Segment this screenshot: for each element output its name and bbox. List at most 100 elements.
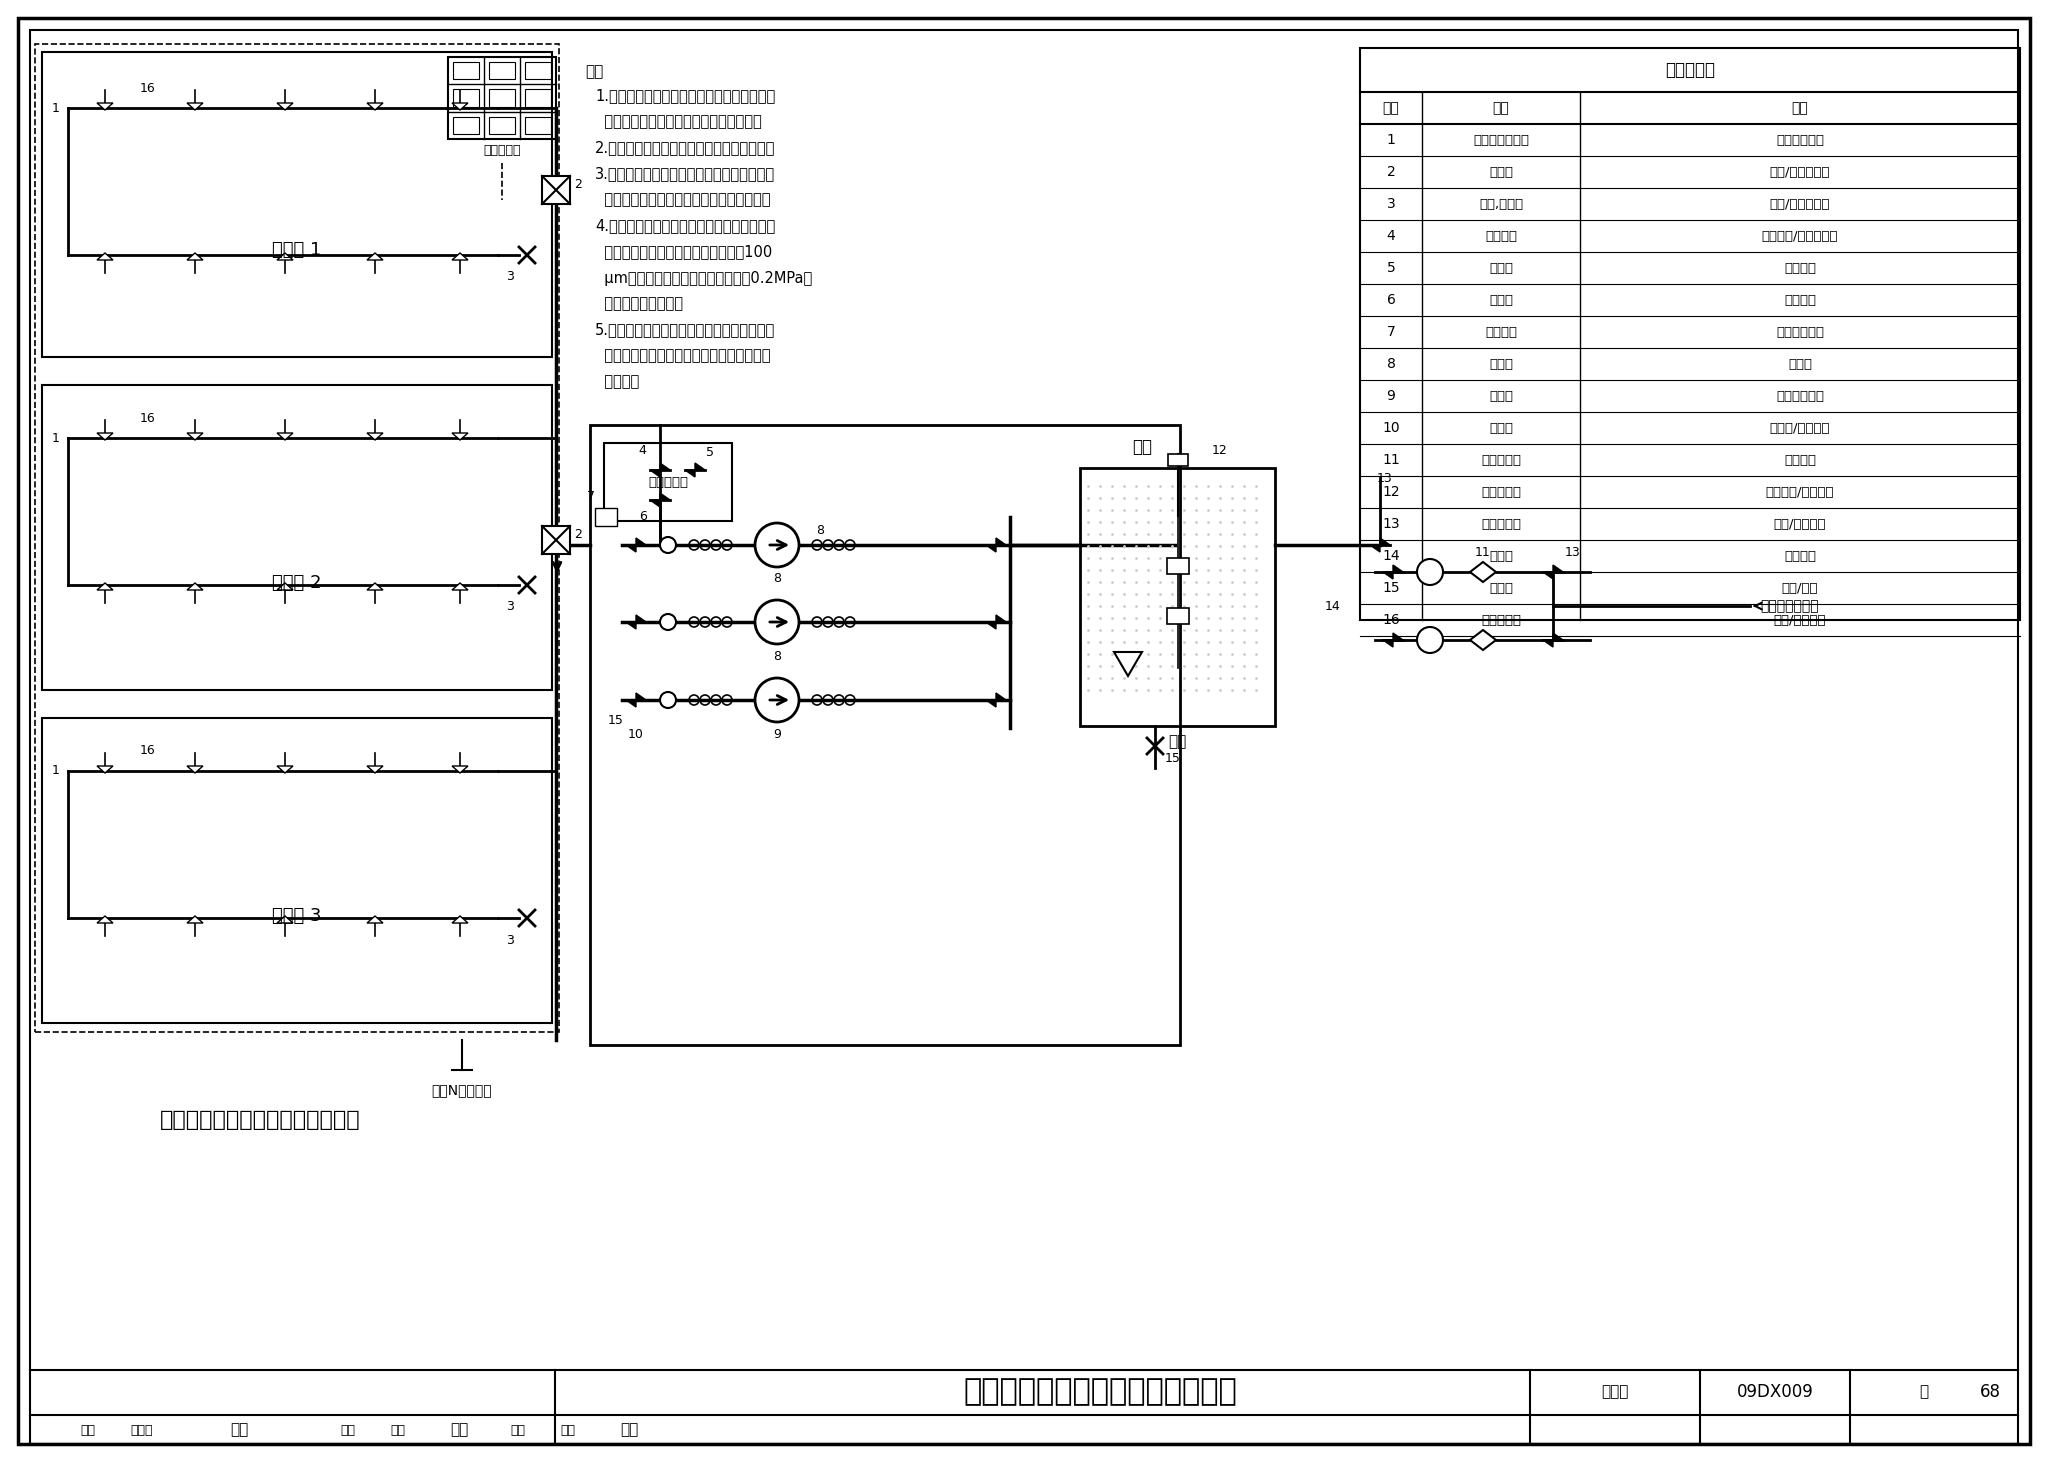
Polygon shape	[453, 583, 469, 591]
Text: 8: 8	[772, 573, 780, 585]
Text: 测试泵组: 测试泵组	[1784, 262, 1817, 275]
Text: 稳压泵: 稳压泵	[1489, 389, 1513, 402]
Polygon shape	[453, 102, 469, 110]
Text: 5: 5	[1386, 262, 1395, 275]
Bar	[543, 175, 569, 205]
Bar	[524, 89, 551, 107]
Text: 精密过滤器: 精密过滤器	[1481, 453, 1522, 466]
Text: 8: 8	[1386, 357, 1395, 371]
Text: 名称: 名称	[1493, 101, 1509, 115]
Polygon shape	[684, 469, 694, 477]
Text: 图集号: 图集号	[1602, 1385, 1628, 1399]
Text: 2.架空地板内如需保护，宜采用专用的喷头。: 2.架空地板内如需保护，宜采用专用的喷头。	[596, 140, 776, 155]
Text: 2: 2	[573, 528, 582, 541]
Text: 1: 1	[51, 765, 59, 778]
Text: 如探测器为同一类型，其布置数量应加倍。: 如探测器为同一类型，其布置数量应加倍。	[596, 193, 770, 208]
Bar	[596, 507, 616, 526]
Text: 感温自动启动: 感温自动启动	[1776, 133, 1825, 146]
Circle shape	[1417, 627, 1444, 654]
Bar	[1079, 468, 1276, 727]
Polygon shape	[453, 433, 469, 440]
Text: 7: 7	[1386, 325, 1395, 339]
Text: 止回阀: 止回阀	[1489, 421, 1513, 434]
Polygon shape	[985, 621, 995, 629]
Text: 预作用高压细水雾灭火系统原理图: 预作用高压细水雾灭火系统原理图	[963, 1377, 1237, 1406]
Circle shape	[659, 692, 676, 708]
Text: 14: 14	[1382, 550, 1401, 563]
Text: 应由厂商配套。过滤器精度不应小于100: 应由厂商配套。过滤器精度不应小于100	[596, 244, 772, 259]
Circle shape	[659, 537, 676, 553]
Text: 总控制阀: 总控制阀	[1485, 230, 1518, 243]
Text: 12: 12	[1382, 485, 1401, 499]
Text: 3: 3	[506, 270, 514, 284]
Circle shape	[1417, 558, 1444, 585]
Polygon shape	[637, 616, 645, 621]
Bar	[453, 89, 479, 107]
Text: 8: 8	[772, 649, 780, 662]
Text: 否则应增设加压泵。: 否则应增设加压泵。	[596, 297, 682, 311]
Text: 16: 16	[1382, 613, 1401, 627]
Bar	[489, 61, 514, 79]
Polygon shape	[96, 917, 113, 923]
Text: 孙乃: 孙乃	[451, 1423, 469, 1437]
Text: 2: 2	[573, 177, 582, 190]
Text: 备注: 备注	[1792, 101, 1808, 115]
Polygon shape	[1114, 652, 1143, 675]
Polygon shape	[1542, 572, 1552, 579]
Text: 9: 9	[772, 728, 780, 740]
Polygon shape	[1542, 640, 1552, 648]
Polygon shape	[1552, 564, 1563, 572]
Polygon shape	[637, 693, 645, 700]
Polygon shape	[1552, 633, 1563, 640]
Text: 09DX009: 09DX009	[1737, 1383, 1812, 1401]
Polygon shape	[186, 102, 203, 110]
Polygon shape	[276, 102, 293, 110]
Text: 8: 8	[815, 523, 823, 537]
Polygon shape	[995, 538, 1006, 545]
Circle shape	[756, 599, 799, 643]
Text: 用于启动水泵: 用于启动水泵	[1776, 326, 1825, 339]
Text: 5: 5	[707, 446, 715, 459]
Text: 应急补水阀: 应急补水阀	[1481, 518, 1522, 531]
Polygon shape	[276, 433, 293, 440]
Polygon shape	[659, 493, 670, 500]
Text: 关要求。: 关要求。	[596, 374, 639, 389]
Polygon shape	[995, 616, 1006, 621]
Text: 液位传感器: 液位传感器	[1481, 485, 1522, 499]
Text: 3: 3	[506, 934, 514, 946]
Text: 11: 11	[1475, 545, 1491, 558]
Text: 常闭/排污: 常闭/排污	[1782, 582, 1819, 595]
Text: 电动/带手动功能: 电动/带手动功能	[1769, 165, 1831, 178]
Text: 主要设备表: 主要设备表	[1665, 61, 1714, 79]
Bar	[1167, 455, 1188, 466]
Polygon shape	[1382, 640, 1393, 648]
Text: 孙兰: 孙兰	[389, 1424, 406, 1437]
Text: 防倒流/保护水泵: 防倒流/保护水泵	[1769, 421, 1831, 434]
Polygon shape	[659, 463, 670, 469]
Circle shape	[659, 614, 676, 630]
Text: 常闭/带软管接头: 常闭/带软管接头	[1769, 197, 1831, 211]
Bar	[524, 61, 551, 79]
Text: 压力开关: 压力开关	[1485, 326, 1518, 339]
Polygon shape	[276, 766, 293, 773]
Polygon shape	[649, 500, 659, 507]
Polygon shape	[627, 545, 637, 553]
Polygon shape	[367, 583, 383, 591]
Polygon shape	[367, 433, 383, 440]
Text: 1.本图为预作用式高压细水雾系统原理图，选: 1.本图为预作用式高压细水雾系统原理图，选	[596, 89, 776, 104]
Text: 测试泵组/带限位开关: 测试泵组/带限位开关	[1761, 230, 1839, 243]
Bar	[449, 57, 555, 139]
Text: 刘志: 刘志	[621, 1423, 639, 1437]
Text: 13: 13	[1565, 545, 1581, 558]
Polygon shape	[186, 433, 203, 440]
Polygon shape	[186, 583, 203, 591]
Polygon shape	[276, 917, 293, 923]
Text: 自控补水: 自控补水	[1784, 550, 1817, 563]
Polygon shape	[995, 693, 1006, 700]
Text: 市政水或补水泵: 市政水或补水泵	[1759, 599, 1819, 613]
Text: 4: 4	[639, 443, 645, 456]
Text: 性时，具体要求同预作用自动喷水系统的相: 性时，具体要求同预作用自动喷水系统的相	[596, 348, 770, 364]
Text: 6: 6	[1386, 292, 1395, 307]
Polygon shape	[1382, 572, 1393, 579]
Polygon shape	[1370, 545, 1380, 553]
